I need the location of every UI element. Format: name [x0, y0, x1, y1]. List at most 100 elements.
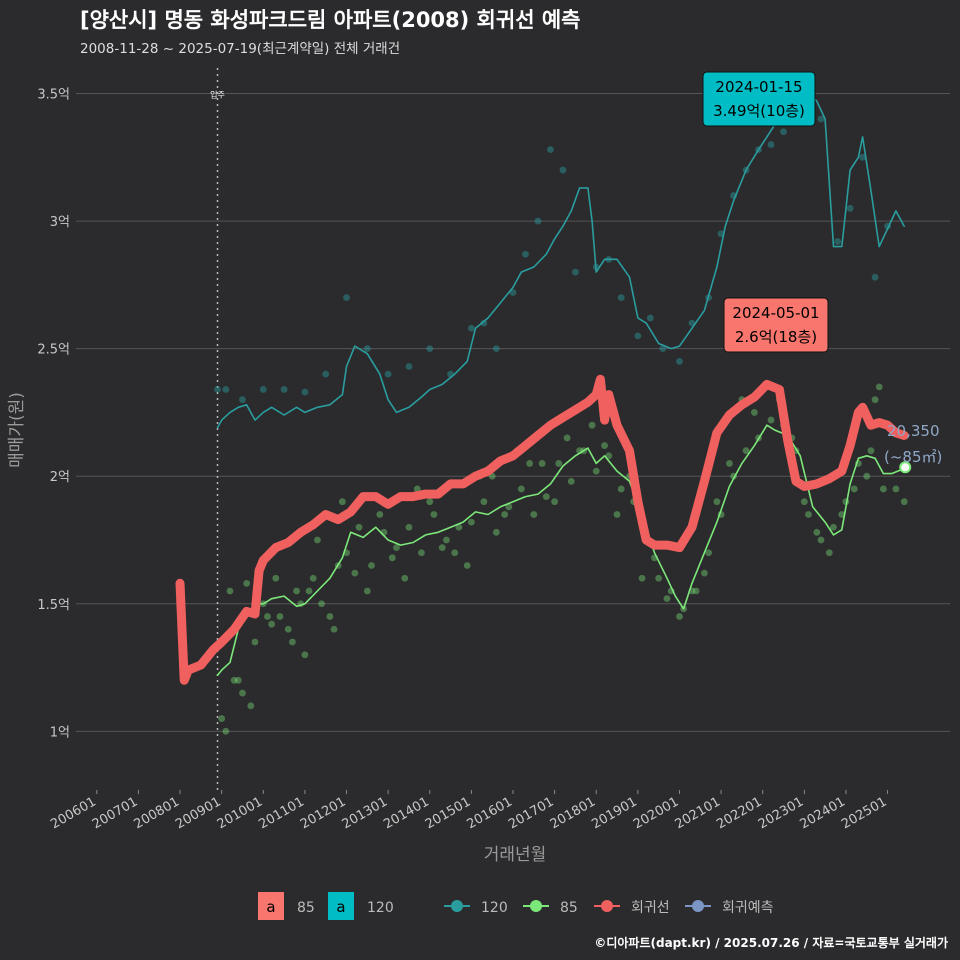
scatter-point-85: [805, 511, 812, 518]
legend-label: 120: [481, 900, 508, 916]
scatter-point-120: [846, 204, 854, 212]
y-tick-label: 1.5억: [37, 598, 70, 613]
chart-title: [양산시] 명동 화성파크드림 아파트(2008) 회귀선 예측: [80, 8, 580, 32]
x-axis-ticks: 2006012007012008012009012010012011012012…: [48, 790, 890, 832]
scatter-point-120: [834, 238, 842, 245]
annotations: 2024-01-15 3.49억(10층) 2024-05-01 2.6억(18층) 2…: [702, 71, 942, 466]
scatter-point-85: [355, 523, 363, 531]
scatter-point-85: [850, 485, 858, 493]
scatter-point-120: [559, 166, 567, 174]
scatter-point-120: [780, 128, 787, 136]
scatter-point-85: [230, 676, 238, 684]
scatter-point-85: [284, 625, 292, 633]
annotation-date: 2024-05-01: [732, 304, 819, 322]
scatter-point-85: [418, 549, 425, 557]
scatter-point-85: [538, 460, 546, 467]
annotation-box: [723, 297, 829, 353]
scatter-point-120: [859, 153, 866, 161]
scatter-point-85: [330, 625, 338, 633]
annotation-price: 2.6억(18층): [735, 328, 817, 346]
y-tick-label: 1억: [50, 725, 70, 740]
caption: ©디아파트(dapt.kr) / 2025.07.26 / 자료=국토교통부 실…: [594, 935, 948, 950]
y-tick-label: 3억: [50, 215, 70, 230]
scatter-point-85: [900, 498, 908, 506]
series-lines: [175, 87, 912, 685]
x-tick-label: 202201: [714, 794, 764, 832]
scatter-point-85: [272, 574, 280, 582]
x-tick-label: 202501: [839, 794, 889, 832]
scatter-point-85: [363, 587, 371, 595]
scatter-point-85: [663, 595, 671, 603]
x-tick-label: 201101: [256, 794, 306, 832]
scatter-point-85: [451, 549, 459, 557]
scatter-point-85: [676, 613, 683, 620]
scatter-point-85: [617, 485, 625, 493]
x-tick-label: 201501: [423, 794, 473, 832]
legend-dot-swatch: [692, 900, 704, 912]
scatter-point-85: [505, 503, 513, 511]
scatter-point-85: [517, 485, 525, 493]
x-tick-label: 202401: [797, 794, 847, 832]
scatter-point-120: [405, 363, 413, 370]
annotation-date: 2024-01-15: [715, 78, 802, 96]
scatter-point-120: [509, 289, 517, 296]
scatter-point-120: [659, 345, 667, 353]
scatter-point-120: [343, 294, 350, 302]
scatter-point-120: [634, 332, 642, 340]
scatter-point-85: [351, 569, 359, 577]
series-line-회귀선: [175, 374, 909, 685]
scatter-point-85: [467, 518, 475, 526]
scatter-point-85: [313, 536, 321, 544]
scatter-point-85: [605, 452, 613, 460]
scatter-point-85: [530, 511, 538, 518]
scatter-point-85: [276, 613, 284, 620]
chart-subtitle: 2008-11-28 ~ 2025-07-19(최근계약일) 전체 거래건: [80, 41, 400, 57]
legend-key-box: [328, 892, 354, 920]
x-tick-label: 200701: [90, 794, 140, 832]
scatter-point-85: [338, 498, 346, 506]
legend-key-box: [258, 892, 284, 920]
scatter-point-85: [542, 493, 550, 501]
scatter-point-85: [463, 562, 471, 569]
x-tick-label: 200601: [48, 794, 98, 832]
scatter-point-85: [226, 587, 234, 595]
scatter-point-120: [871, 273, 879, 281]
scatter-point-85: [817, 536, 825, 544]
legend-label: 120: [367, 900, 394, 916]
scatter-point-120: [522, 250, 529, 258]
scatter-point-85: [376, 511, 384, 518]
scatter-point-85: [701, 569, 708, 577]
series-line-85: [216, 424, 905, 676]
scatter-point-85: [742, 447, 750, 455]
x-tick-label: 202301: [756, 794, 806, 832]
y-tick-label: 2.5억: [37, 343, 70, 358]
x-tick-label: 201601: [465, 794, 515, 832]
scatter-point-85: [750, 409, 758, 416]
scatter-point-85: [492, 528, 500, 536]
scatter-point-120: [259, 386, 267, 393]
series-line-120: [216, 87, 905, 429]
scatter-point-85: [430, 511, 438, 518]
scatter-point-120: [222, 386, 230, 393]
scatter-point-120: [817, 115, 825, 123]
scatter-point-85: [592, 467, 600, 475]
scatter-point-120: [676, 357, 683, 365]
x-tick-label: 202101: [673, 794, 723, 832]
scatter-point-85: [222, 727, 230, 735]
scatter-point-120: [480, 319, 488, 327]
scatter-point-120: [280, 386, 288, 393]
scatter-point-120: [363, 345, 371, 353]
x-tick-label: 200801: [132, 794, 182, 832]
scatter-point-85: [393, 544, 400, 552]
scatter-point-85: [405, 523, 413, 531]
scatter-point-85: [289, 638, 296, 646]
scatter-point-85: [455, 523, 463, 531]
scatter-point-85: [551, 498, 559, 506]
scatter-point-85: [567, 477, 575, 485]
scatter-point-85: [588, 421, 596, 429]
scatter-point-85: [638, 574, 646, 582]
scatter-point-85: [892, 485, 900, 493]
legend-label: 회귀예측: [722, 900, 774, 916]
scatter-point-85: [301, 651, 309, 659]
x-tick-label: 202001: [631, 794, 681, 832]
